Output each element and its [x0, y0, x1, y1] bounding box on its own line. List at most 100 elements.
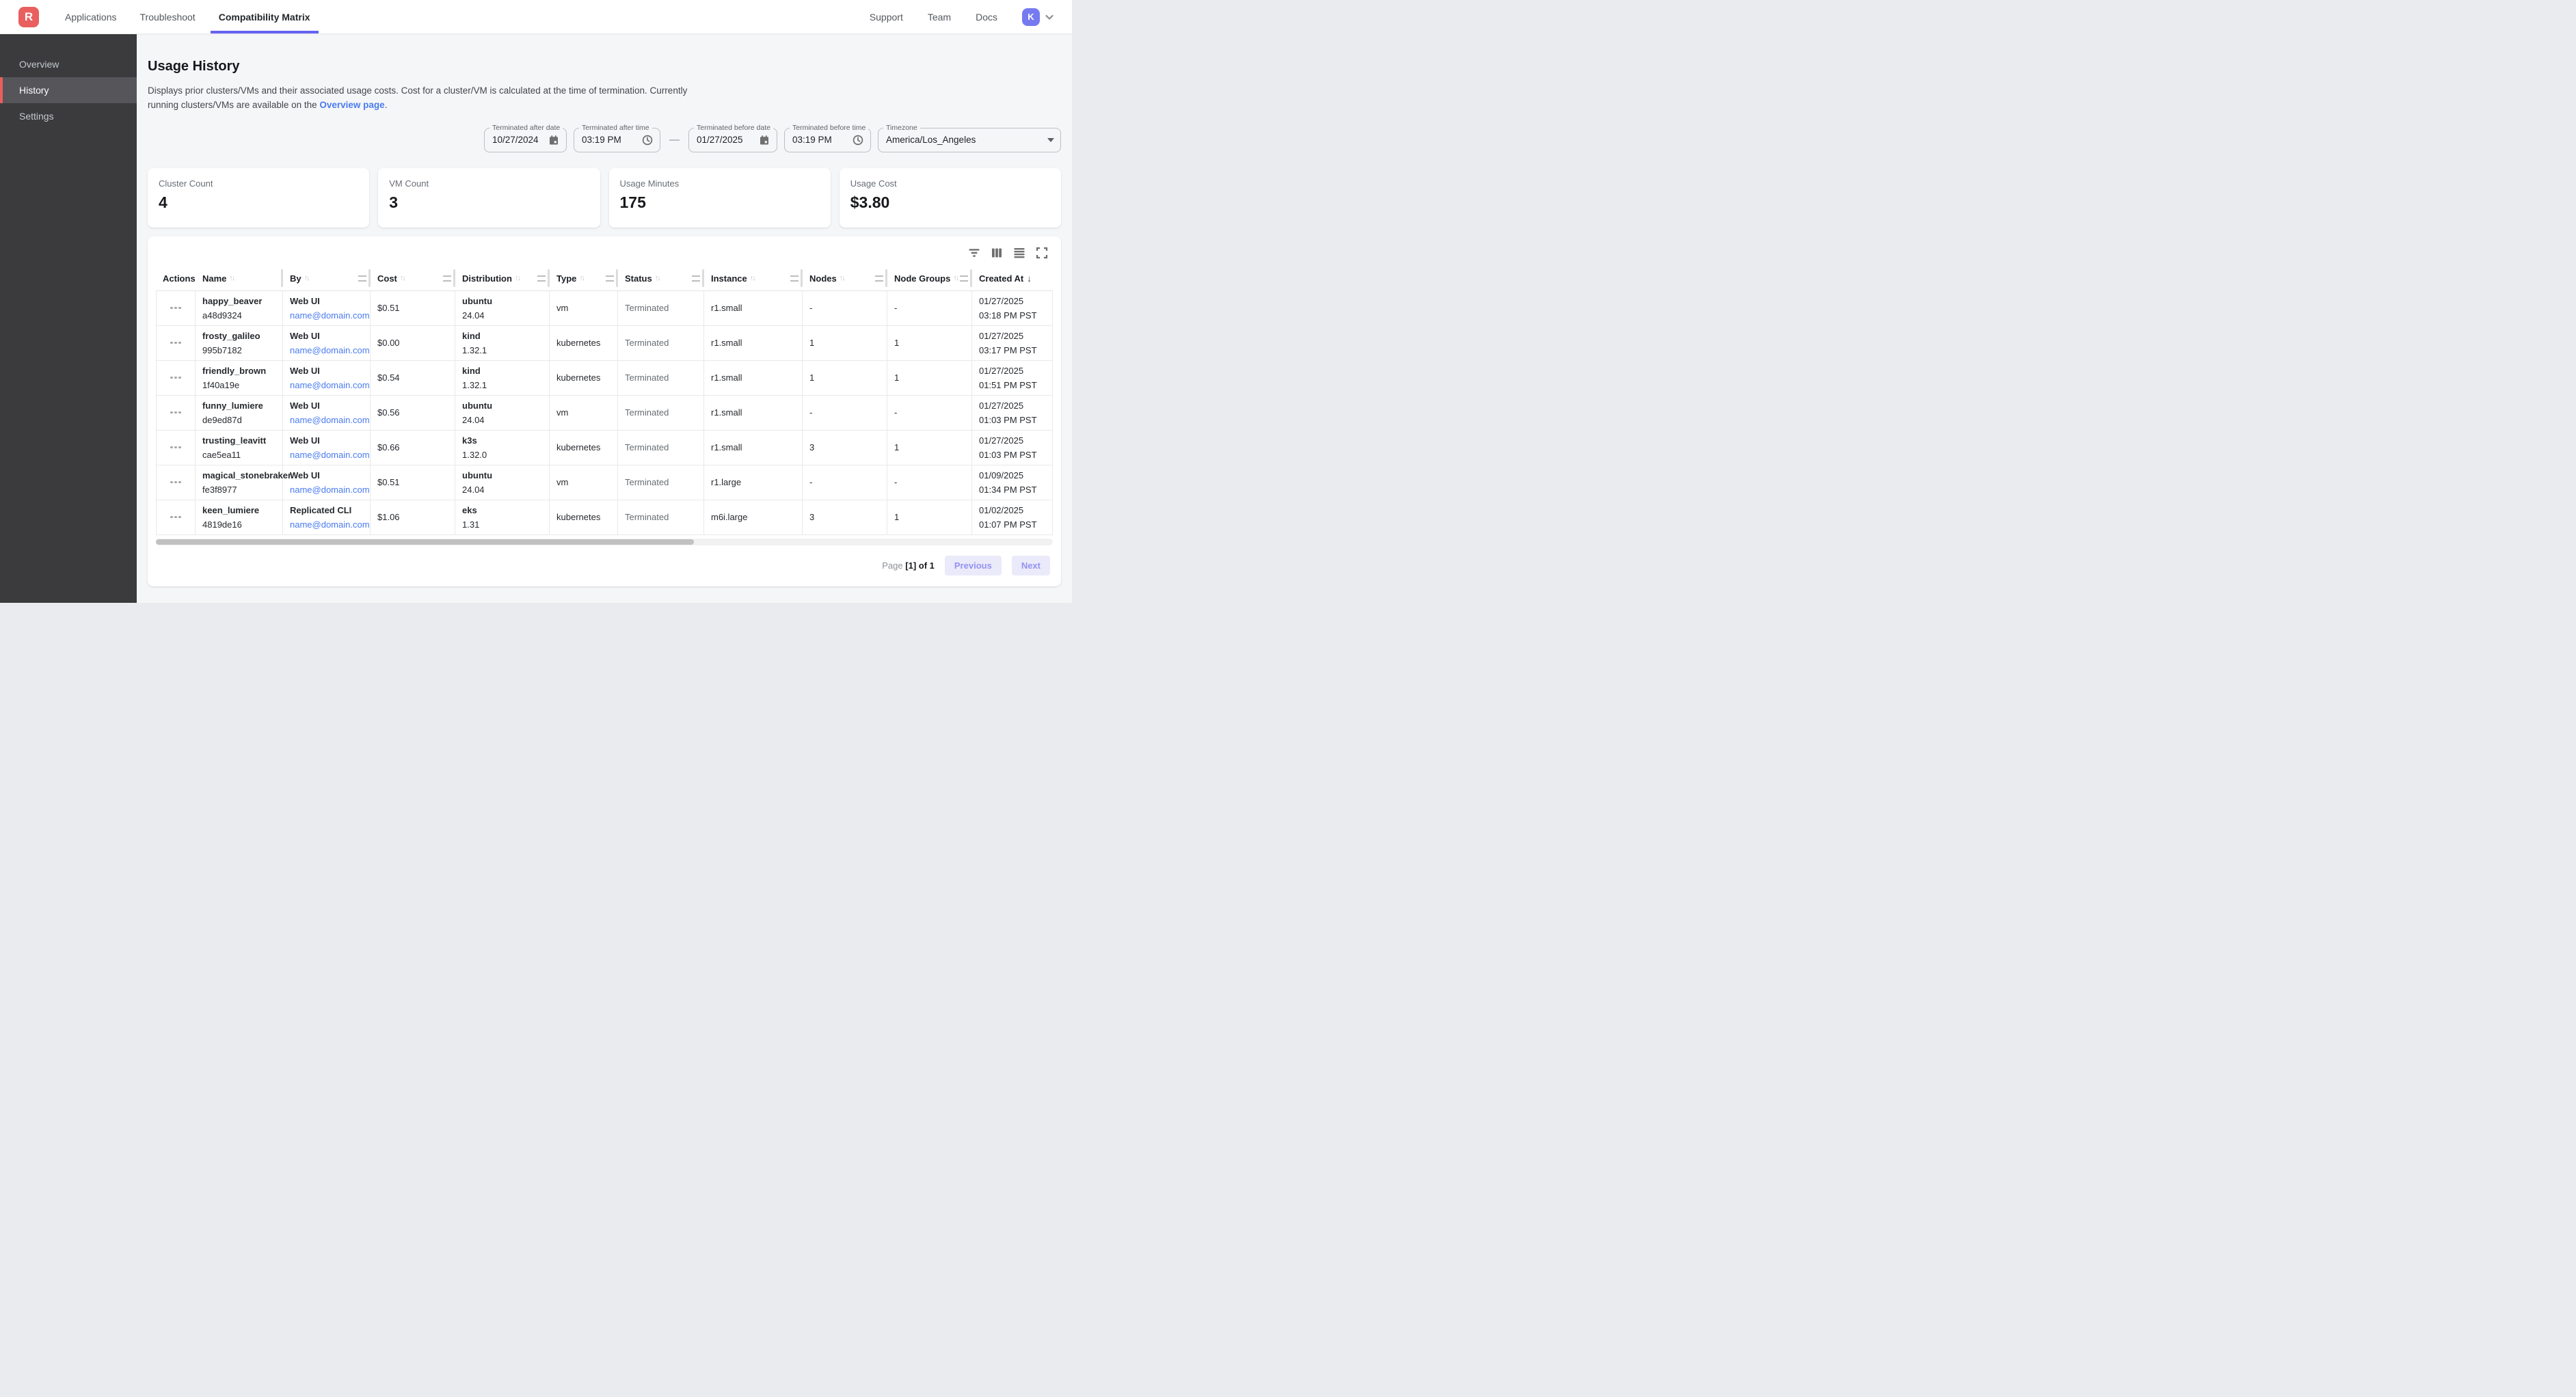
field-label: Timezone: [883, 124, 920, 132]
user-menu[interactable]: K: [1022, 8, 1056, 26]
email-link[interactable]: name@domain.com: [290, 485, 363, 495]
row-actions-button[interactable]: [167, 339, 184, 347]
sort-icon: ↑↓: [840, 274, 844, 282]
distribution-version: 24.04: [462, 310, 542, 321]
timezone-select[interactable]: Timezone America/Los_Angeles: [878, 128, 1061, 152]
column-header-by[interactable]: By ↑↓: [283, 267, 371, 290]
cell-actions: [156, 465, 196, 500]
filter-icon[interactable]: [967, 246, 981, 260]
calendar-icon[interactable]: [548, 134, 560, 146]
email-link[interactable]: name@domain.com: [290, 415, 363, 425]
column-resize-handle-icon[interactable]: [692, 275, 700, 282]
column-header-created-at[interactable]: Created At ↓: [972, 267, 1053, 290]
email-link[interactable]: name@domain.com: [290, 345, 363, 355]
column-header-nodes[interactable]: Nodes ↑↓: [803, 267, 887, 290]
column-header-name[interactable]: Name ↑↓: [196, 267, 283, 290]
cell-nodes: 3: [803, 500, 887, 534]
distribution-version: 24.04: [462, 485, 542, 495]
more-options-icon: [170, 377, 173, 379]
column-resize-handle-icon[interactable]: [443, 275, 451, 282]
column-header-node-groups[interactable]: Node Groups ↑↓: [887, 267, 972, 290]
created-time: 01:51 PM PST: [979, 380, 1045, 390]
cell-by: Web UI name@domain.com: [283, 396, 371, 430]
cell-cost: $0.51: [371, 291, 455, 325]
cell-name: magical_stonebraker fe3f8977: [196, 465, 283, 500]
column-resize-handle-icon[interactable]: [358, 275, 366, 282]
email-link[interactable]: name@domain.com: [290, 519, 363, 530]
calendar-icon[interactable]: [758, 134, 770, 146]
clock-icon[interactable]: [852, 134, 864, 146]
column-resize-handle-icon[interactable]: [537, 275, 546, 282]
cell-nodes: -: [803, 396, 887, 430]
cell-nodes: 3: [803, 431, 887, 465]
card-value: 3: [389, 193, 589, 212]
column-header-cost[interactable]: Cost ↑↓: [371, 267, 455, 290]
docs-link[interactable]: Docs: [976, 12, 997, 23]
column-header-status[interactable]: Status ↑↓: [618, 267, 704, 290]
email-link[interactable]: name@domain.com: [290, 450, 363, 460]
tab-troubleshoot[interactable]: Troubleshoot: [132, 0, 204, 33]
row-actions-button[interactable]: [167, 374, 184, 382]
summary-cards: Cluster Count 4 VM Count 3 Usage Minutes…: [148, 168, 1061, 228]
cell-type: vm: [550, 291, 618, 325]
support-link[interactable]: Support: [870, 12, 903, 23]
field-value: America/Los_Angeles: [886, 135, 976, 145]
sort-icon: ↑↓: [400, 274, 405, 282]
app-logo[interactable]: R: [18, 7, 39, 27]
columns-icon[interactable]: [990, 246, 1004, 260]
cell-instance: m6i.large: [704, 500, 803, 534]
email-link[interactable]: name@domain.com: [290, 380, 363, 390]
nodes-value: 1: [809, 372, 880, 383]
horizontal-scrollbar[interactable]: [156, 539, 1053, 545]
email-link[interactable]: name@domain.com: [290, 310, 363, 321]
terminated-after-date-field[interactable]: Terminated after date 10/27/2024: [484, 128, 567, 152]
overview-page-link[interactable]: Overview page: [319, 100, 384, 110]
type-value: vm: [556, 303, 611, 313]
row-actions-button[interactable]: [167, 304, 184, 312]
row-actions-button[interactable]: [167, 409, 184, 417]
next-button[interactable]: Next: [1012, 556, 1050, 575]
tab-compatibility-matrix[interactable]: Compatibility Matrix: [211, 0, 319, 33]
column-resize-handle-icon[interactable]: [790, 275, 799, 282]
created-time: 03:17 PM PST: [979, 345, 1045, 355]
created-date: 01/27/2025: [979, 331, 1045, 341]
row-actions-button[interactable]: [167, 444, 184, 452]
column-resize-handle-icon[interactable]: [606, 275, 614, 282]
column-header-type[interactable]: Type ↑↓: [550, 267, 618, 290]
tab-applications[interactable]: Applications: [57, 0, 125, 33]
cluster-id: 4819de16: [202, 519, 276, 530]
terminated-before-time-field[interactable]: Terminated before time 03:19 PM: [784, 128, 871, 152]
previous-button[interactable]: Previous: [945, 556, 1002, 575]
more-options-icon: [170, 446, 173, 449]
table-row: magical_stonebraker fe3f8977 Web UI name…: [156, 465, 1053, 500]
team-link[interactable]: Team: [928, 12, 951, 23]
table-row: keen_lumiere 4819de16 Replicated CLI nam…: [156, 500, 1053, 535]
column-header-instance[interactable]: Instance ↑↓: [704, 267, 803, 290]
cell-distribution: ubuntu 24.04: [455, 465, 550, 500]
sidebar-item-overview[interactable]: Overview: [0, 51, 137, 77]
sidebar-item-history[interactable]: History: [0, 77, 137, 103]
row-actions-button[interactable]: [167, 478, 184, 487]
cost-value: $0.51: [377, 303, 448, 313]
horizontal-scrollbar-thumb[interactable]: [156, 539, 694, 545]
sidebar-item-settings[interactable]: Settings: [0, 103, 137, 129]
sort-desc-icon: ↓: [1027, 273, 1032, 284]
table-row: frosty_galileo 995b7182 Web UI name@doma…: [156, 326, 1053, 361]
column-resize-handle-icon[interactable]: [960, 275, 968, 282]
density-icon[interactable]: [1012, 246, 1026, 260]
topbar: R Applications Troubleshoot Compatibilit…: [0, 0, 1072, 34]
column-resize-handle-icon[interactable]: [875, 275, 883, 282]
terminated-after-time-field[interactable]: Terminated after time 03:19 PM: [574, 128, 660, 152]
table-row: trusting_leavitt cae5ea11 Web UI name@do…: [156, 431, 1053, 465]
sort-icon: ↑↓: [229, 274, 234, 282]
terminated-before-date-field[interactable]: Terminated before date 01/27/2025: [688, 128, 777, 152]
more-options-icon: [170, 516, 173, 519]
cell-instance: r1.small: [704, 431, 803, 465]
column-header-distribution[interactable]: Distribution ↑↓: [455, 267, 550, 290]
clock-icon[interactable]: [641, 134, 654, 146]
node-groups-value: 1: [894, 372, 965, 383]
body-row: Overview History Settings Usage History …: [0, 34, 1072, 603]
row-actions-button[interactable]: [167, 513, 184, 521]
cost-value: $1.06: [377, 512, 448, 522]
fullscreen-icon[interactable]: [1035, 246, 1049, 260]
